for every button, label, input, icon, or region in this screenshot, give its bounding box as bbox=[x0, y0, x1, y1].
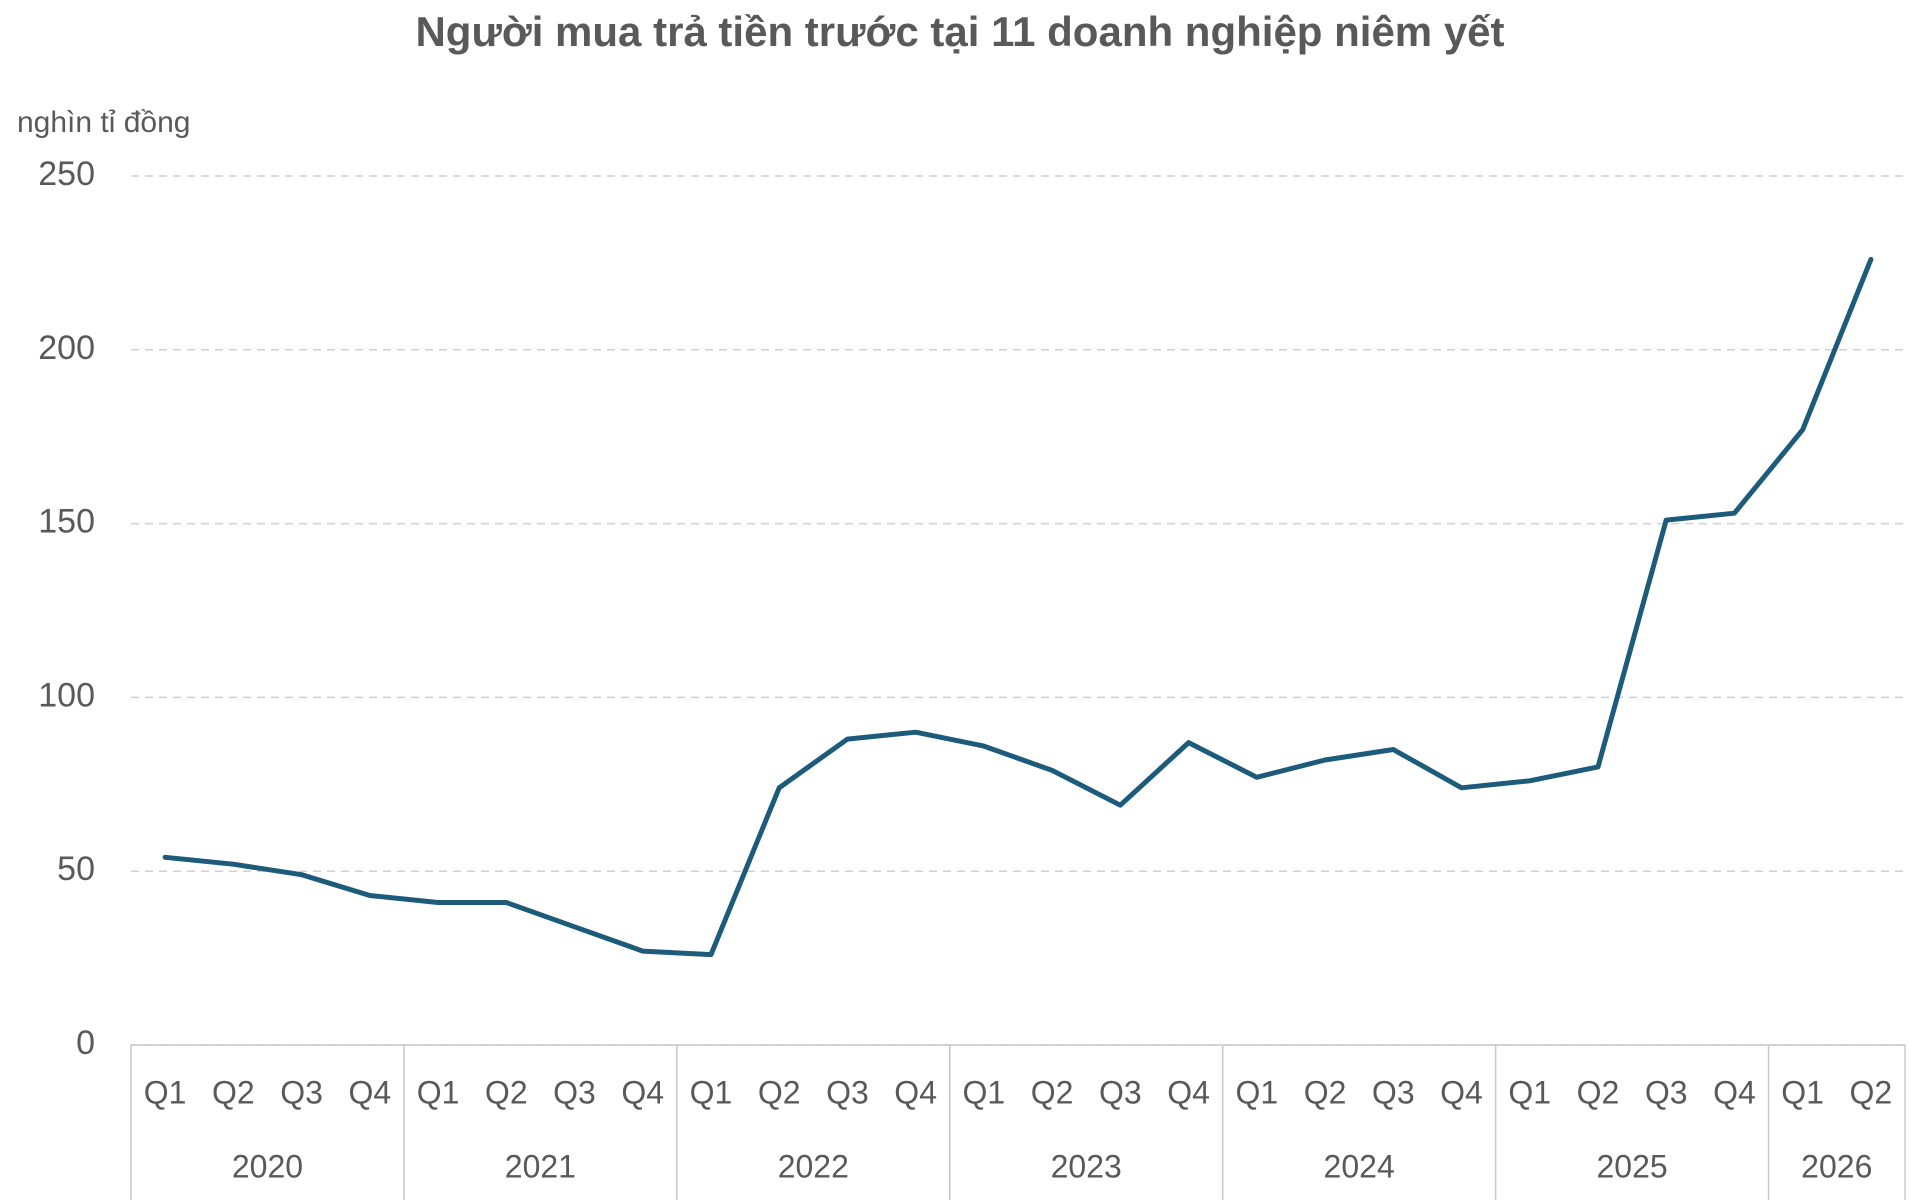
x-tick-label: Q4 bbox=[894, 1074, 937, 1110]
y-tick-label: 100 bbox=[38, 676, 95, 714]
y-tick-label: 200 bbox=[38, 329, 95, 367]
x-tick-label: Q4 bbox=[348, 1074, 391, 1110]
x-group-label: 2026 bbox=[1801, 1148, 1872, 1184]
x-group-label: 2025 bbox=[1596, 1148, 1667, 1184]
x-tick-label: Q2 bbox=[1031, 1074, 1074, 1110]
x-tick-label: Q4 bbox=[1713, 1074, 1756, 1110]
x-tick-label: Q2 bbox=[1577, 1074, 1620, 1110]
x-tick-label: Q2 bbox=[1304, 1074, 1347, 1110]
x-tick-label: Q1 bbox=[963, 1074, 1006, 1110]
x-tick-label: Q4 bbox=[1167, 1074, 1210, 1110]
x-tick-label: Q3 bbox=[280, 1074, 323, 1110]
x-tick-label: Q1 bbox=[144, 1074, 187, 1110]
x-tick-label: Q1 bbox=[1235, 1074, 1278, 1110]
y-tick-label: 150 bbox=[38, 503, 95, 541]
x-tick-label: Q2 bbox=[758, 1074, 801, 1110]
y-tick-label: 250 bbox=[38, 155, 95, 193]
x-tick-label: Q1 bbox=[1508, 1074, 1551, 1110]
x-group-label: 2021 bbox=[505, 1148, 576, 1184]
x-tick-label: Q3 bbox=[826, 1074, 869, 1110]
x-tick-label: Q1 bbox=[1781, 1074, 1824, 1110]
y-tick-label: 50 bbox=[57, 850, 95, 888]
x-group-label: 2022 bbox=[778, 1148, 849, 1184]
x-group-label: 2020 bbox=[232, 1148, 303, 1184]
x-group-label: 2024 bbox=[1324, 1148, 1395, 1184]
x-group-label: 2023 bbox=[1051, 1148, 1122, 1184]
x-tick-label: Q3 bbox=[1099, 1074, 1142, 1110]
x-tick-label: Q3 bbox=[1372, 1074, 1415, 1110]
x-tick-label: Q3 bbox=[553, 1074, 596, 1110]
x-tick-label: Q1 bbox=[417, 1074, 460, 1110]
chart-title: Người mua trả tiền trước tại 11 doanh ng… bbox=[415, 8, 1504, 55]
x-tick-label: Q3 bbox=[1645, 1074, 1688, 1110]
y-axis-label: nghìn tỉ đồng bbox=[17, 106, 190, 139]
x-tick-label: Q4 bbox=[1440, 1074, 1483, 1110]
x-tick-label: Q2 bbox=[1850, 1074, 1893, 1110]
y-tick-label: 0 bbox=[76, 1024, 95, 1062]
x-tick-label: Q4 bbox=[621, 1074, 664, 1110]
x-tick-label: Q1 bbox=[690, 1074, 733, 1110]
x-tick-label: Q2 bbox=[212, 1074, 255, 1110]
data-line bbox=[162, 256, 1874, 958]
x-tick-label: Q2 bbox=[485, 1074, 528, 1110]
